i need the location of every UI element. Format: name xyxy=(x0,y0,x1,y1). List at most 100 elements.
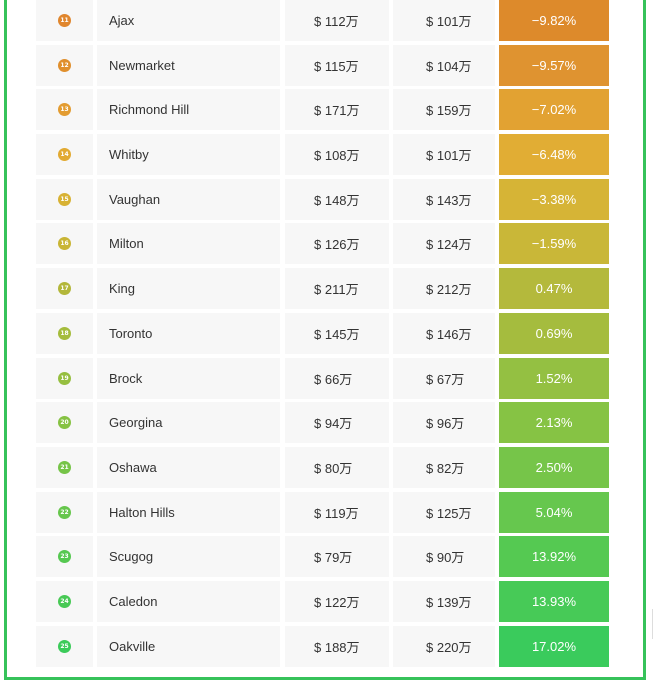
rank-badge: 24 xyxy=(58,594,71,608)
rank-cell: 18 xyxy=(36,312,93,354)
price-previous: $ 122万 xyxy=(285,580,389,622)
table-row: 19 Brock $ 66万 $ 67万 1.52% xyxy=(36,357,614,403)
price-previous: $ 211万 xyxy=(285,268,389,310)
price-current: $ 67万 xyxy=(393,357,495,399)
city-name: Ajax xyxy=(97,0,280,41)
table-row: 16 Milton $ 126万 $ 124万 −1.59% xyxy=(36,223,614,268)
change-percent: 2.13% xyxy=(499,402,609,444)
change-percent: −1.59% xyxy=(499,223,609,265)
price-current: $ 101万 xyxy=(393,0,495,41)
rank-badge: 19 xyxy=(58,371,71,385)
rank-badge: 23 xyxy=(58,550,71,564)
scroll-edge xyxy=(652,609,656,639)
change-percent: 1.52% xyxy=(499,357,609,399)
price-current: $ 143万 xyxy=(393,178,495,220)
table-row: 17 King $ 211万 $ 212万 0.47% xyxy=(36,268,614,313)
rank-badge: 25 xyxy=(58,639,71,653)
price-previous: $ 108万 xyxy=(285,134,389,176)
price-current: $ 159万 xyxy=(393,89,495,131)
city-name: Georgina xyxy=(97,402,280,444)
rank-cell: 22 xyxy=(36,491,93,533)
change-percent: 17.02% xyxy=(499,625,609,667)
table-row: 21 Oshawa $ 80万 $ 82万 2.50% xyxy=(36,446,614,492)
price-current: $ 220万 xyxy=(393,625,495,667)
city-name: Caledon xyxy=(97,580,280,622)
table-row: 15 Vaughan $ 148万 $ 143万 −3.38% xyxy=(36,178,614,224)
price-current: $ 124万 xyxy=(393,223,495,265)
price-current: $ 82万 xyxy=(393,446,495,488)
city-name: Halton Hills xyxy=(97,491,280,533)
rank-cell: 20 xyxy=(36,402,93,444)
city-name: Whitby xyxy=(97,134,280,176)
rank-cell: 23 xyxy=(36,536,93,578)
price-previous: $ 66万 xyxy=(285,357,389,399)
change-percent: −9.57% xyxy=(499,44,609,86)
rank-badge: 13 xyxy=(58,103,71,117)
table-row: 14 Whitby $ 108万 $ 101万 −6.48% xyxy=(36,134,614,179)
table-row: 20 Georgina $ 94万 $ 96万 2.13% xyxy=(36,402,614,447)
price-previous: $ 148万 xyxy=(285,178,389,220)
price-current: $ 125万 xyxy=(393,491,495,533)
city-name: Richmond Hill xyxy=(97,89,280,131)
city-name: Scugog xyxy=(97,536,280,578)
rank-badge: 20 xyxy=(58,416,71,430)
rank-badge: 22 xyxy=(58,505,71,519)
rank-cell: 15 xyxy=(36,178,93,220)
change-percent: 2.50% xyxy=(499,446,609,488)
change-percent: 0.47% xyxy=(499,268,609,310)
table-row: 25 Oakville $ 188万 $ 220万 17.02% xyxy=(36,625,614,671)
rank-badge: 17 xyxy=(58,282,71,296)
table-row: 22 Halton Hills $ 119万 $ 125万 5.04% xyxy=(36,491,614,537)
rank-badge: 15 xyxy=(58,192,71,206)
rank-cell: 16 xyxy=(36,223,93,265)
price-current: $ 90万 xyxy=(393,536,495,578)
change-percent: 0.69% xyxy=(499,312,609,354)
price-previous: $ 115万 xyxy=(285,44,389,86)
rank-badge: 12 xyxy=(58,58,71,72)
rank-cell: 13 xyxy=(36,89,93,131)
price-current: $ 104万 xyxy=(393,44,495,86)
price-previous: $ 188万 xyxy=(285,625,389,667)
rank-cell: 19 xyxy=(36,357,93,399)
change-percent: −6.48% xyxy=(499,134,609,176)
rank-badge: 14 xyxy=(58,148,71,162)
table-row: 11 Ajax $ 112万 $ 101万 −9.82% xyxy=(36,0,614,45)
price-current: $ 146万 xyxy=(393,312,495,354)
price-current: $ 212万 xyxy=(393,268,495,310)
rank-cell: 12 xyxy=(36,44,93,86)
price-previous: $ 145万 xyxy=(285,312,389,354)
price-previous: $ 79万 xyxy=(285,536,389,578)
rank-badge: 21 xyxy=(58,460,71,474)
city-name: Toronto xyxy=(97,312,280,354)
price-current: $ 101万 xyxy=(393,134,495,176)
rank-badge: 11 xyxy=(58,14,71,27)
table-row: 18 Toronto $ 145万 $ 146万 0.69% xyxy=(36,312,614,358)
city-name: Vaughan xyxy=(97,178,280,220)
price-previous: $ 112万 xyxy=(285,0,389,41)
change-percent: 13.93% xyxy=(499,580,609,622)
change-percent: 5.04% xyxy=(499,491,609,533)
price-previous: $ 126万 xyxy=(285,223,389,265)
table-row: 12 Newmarket $ 115万 $ 104万 −9.57% xyxy=(36,44,614,90)
rank-cell: 11 xyxy=(36,0,93,41)
price-previous: $ 119万 xyxy=(285,491,389,533)
price-previous: $ 171万 xyxy=(285,89,389,131)
rank-badge: 16 xyxy=(58,237,71,251)
table-row: 23 Scugog $ 79万 $ 90万 13.92% xyxy=(36,536,614,581)
table-row: 13 Richmond Hill $ 171万 $ 159万 −7.02% xyxy=(36,89,614,134)
change-percent: −9.82% xyxy=(499,0,609,41)
table-row: 24 Caledon $ 122万 $ 139万 13.93% xyxy=(36,580,614,626)
rank-badge: 18 xyxy=(58,326,71,340)
city-name: King xyxy=(97,268,280,310)
city-name: Newmarket xyxy=(97,44,280,86)
city-name: Milton xyxy=(97,223,280,265)
price-previous: $ 80万 xyxy=(285,446,389,488)
rank-cell: 24 xyxy=(36,580,93,622)
city-name: Oshawa xyxy=(97,446,280,488)
rank-cell: 14 xyxy=(36,134,93,176)
rank-cell: 21 xyxy=(36,446,93,488)
city-name: Oakville xyxy=(97,625,280,667)
rank-cell: 17 xyxy=(36,268,93,310)
price-current: $ 96万 xyxy=(393,402,495,444)
change-percent: 13.92% xyxy=(499,536,609,578)
